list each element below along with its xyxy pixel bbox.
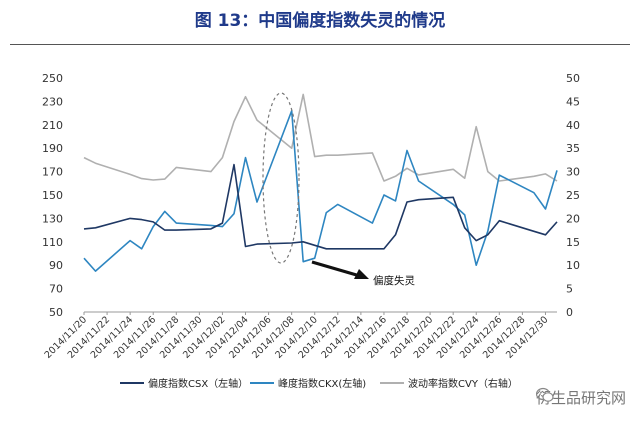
right-tick-label: 50 [566,72,580,85]
left-tick-label: 70 [49,283,63,296]
left-tick-label: 210 [42,119,63,132]
left-axis-ticks: 50 70 90 110 130 150 170 190 210 230 250 [42,72,63,319]
legend-label-0: 偏度指数CSX（左轴） [148,377,248,390]
legend-label-1: 峰度指数CKX(左轴) [278,377,366,390]
legend: 偏度指数CSX（左轴） 峰度指数CKX(左轴) 波动率指数CVY（右轴） [120,377,518,390]
right-tick-label: 45 [566,95,580,108]
left-tick-label: 170 [42,166,63,179]
x-axis-ticks: 2014/11/202014/11/222014/11/242014/11/26… [43,312,551,361]
highlight-ellipse [262,92,300,264]
series-group [83,93,558,272]
left-tick-label: 110 [42,236,63,249]
watermark-text: 衍生品研究网 [535,389,626,407]
title-rule [10,44,630,45]
wechat-icon [535,387,554,402]
annotation-arrow [311,260,361,278]
right-tick-label: 5 [566,283,573,296]
right-tick-label: 30 [566,166,580,179]
right-tick-label: 10 [566,259,580,272]
series-line-1 [83,110,558,272]
series-line-2 [83,93,558,182]
annotation-group: 偏度失灵 [311,260,415,287]
left-tick-label: 230 [42,95,63,108]
watermark: 衍生品研究网 [535,387,626,408]
annotation-label: 偏度失灵 [373,274,415,287]
left-tick-label: 50 [49,306,63,319]
series-line-0 [83,163,558,250]
right-tick-label: 35 [566,142,580,155]
legend-label-2: 波动率指数CVY（右轴） [408,377,518,390]
left-tick-label: 90 [49,259,63,272]
right-tick-label: 40 [566,119,580,132]
left-tick-label: 150 [42,189,63,202]
right-tick-label: 20 [566,212,580,225]
left-tick-label: 190 [42,142,63,155]
right-tick-label: 0 [566,306,573,319]
figure-title: 图 13：中国偏度指数失灵的情况 [194,11,446,31]
left-tick-label: 250 [42,72,63,85]
right-tick-label: 25 [566,189,580,202]
right-axis-ticks: 0 5 10 15 20 25 30 35 40 45 50 [566,72,580,319]
right-tick-label: 15 [566,236,580,249]
left-tick-label: 130 [42,212,63,225]
annotation-arrowhead [354,269,369,279]
